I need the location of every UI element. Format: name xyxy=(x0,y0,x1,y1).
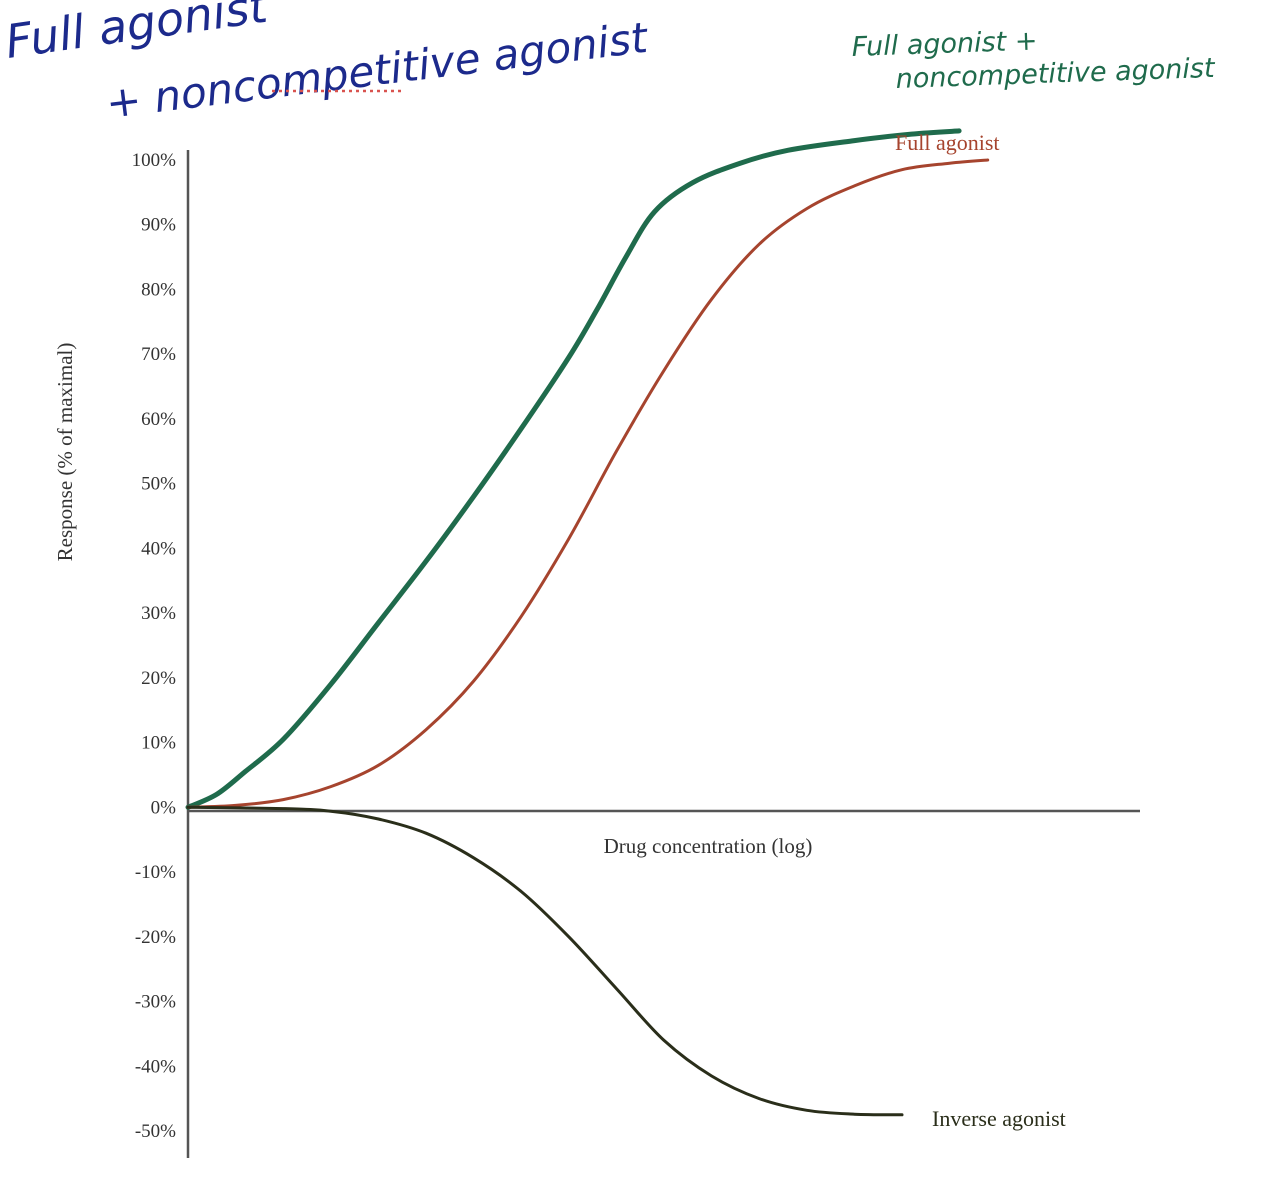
y-tick-label: 40% xyxy=(141,538,176,559)
handwritten-annotation-green: Full agonist + noncompetitive agonist xyxy=(851,26,1216,95)
series-line-inverse-agonist xyxy=(186,805,904,1117)
series-lines xyxy=(185,128,990,1117)
y-axis-title: Response (% of maximal) xyxy=(53,343,77,562)
series-label-inverse-agonist: Inverse agonist xyxy=(932,1106,1066,1131)
series-line-full-agonist xyxy=(186,158,990,809)
y-tick-label: 20% xyxy=(141,668,176,689)
y-tick-label: 0% xyxy=(151,797,177,818)
series-line-full-agonist-noncompetitive-agonist xyxy=(185,128,962,810)
y-tick-label: 70% xyxy=(141,344,176,365)
y-tick-label: 50% xyxy=(141,474,176,495)
y-tick-label: 100% xyxy=(132,150,177,171)
y-tick-label: 90% xyxy=(141,215,176,236)
y-tick-label: 10% xyxy=(141,733,176,754)
y-tick-label: 80% xyxy=(141,279,176,300)
annotation-main-line1: Full agonist xyxy=(2,0,272,69)
y-tick-label: 30% xyxy=(141,603,176,624)
y-tick-label: -50% xyxy=(135,1121,176,1142)
y-tick-label: -30% xyxy=(135,992,176,1013)
annotation-green-line1: Full agonist + xyxy=(851,26,1038,63)
series-label-full-agonist: Full agonist xyxy=(895,130,1000,155)
x-axis-title: Drug concentration (log) xyxy=(604,834,813,858)
y-tick-label: -10% xyxy=(135,862,176,883)
y-tick-label: -40% xyxy=(135,1056,176,1077)
y-tick-labels: 100% 90% 80% 70% 60% 50% 40% 30% 20% 10% 0% -10% -20… xyxy=(132,150,177,1142)
y-tick-label: 60% xyxy=(141,409,176,430)
y-tick-label: -20% xyxy=(135,927,176,948)
handwritten-annotation-main: Full agonist + noncompetitive agonist xyxy=(2,0,651,128)
